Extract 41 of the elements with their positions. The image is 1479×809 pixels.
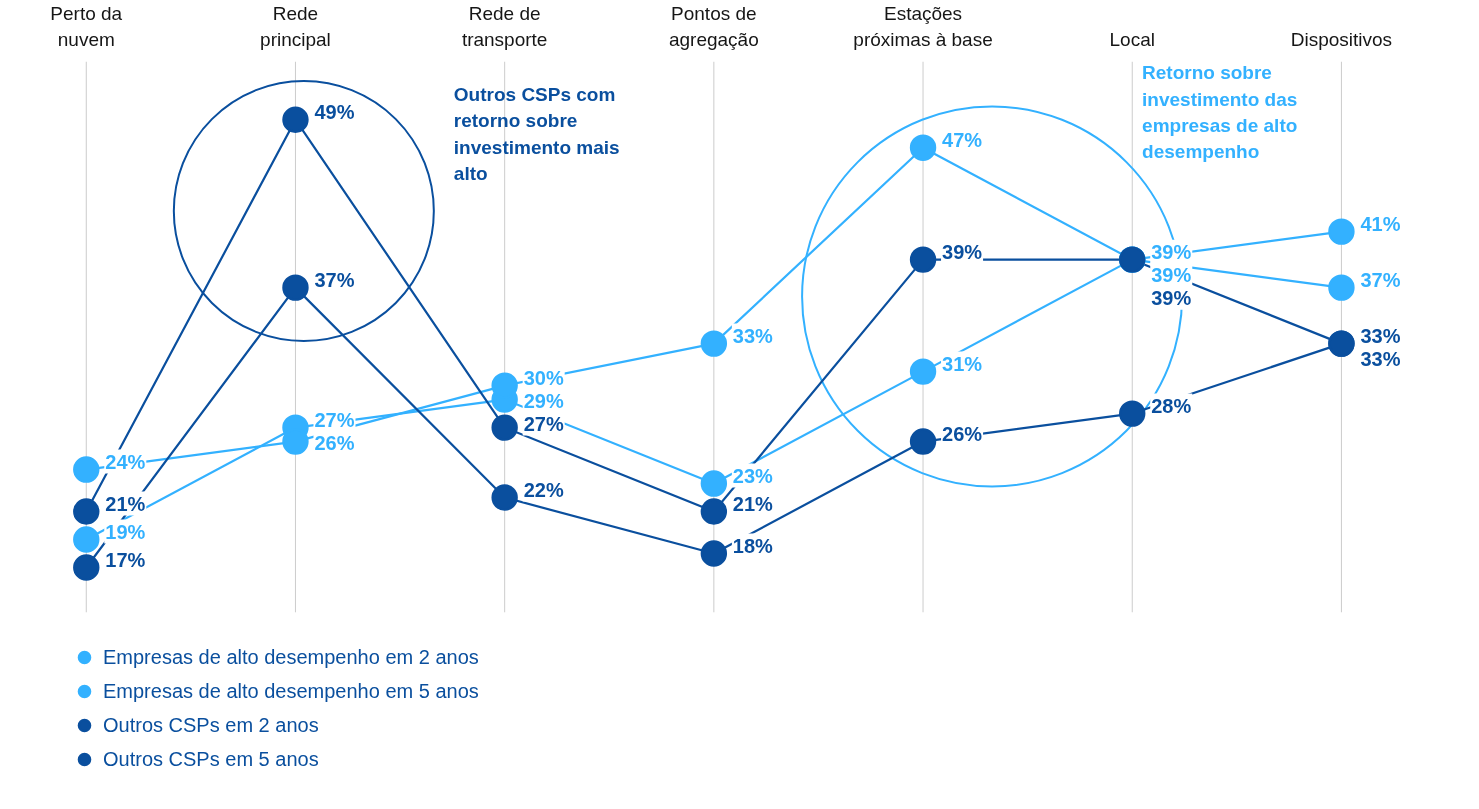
data-label: 24% bbox=[105, 450, 146, 473]
data-label: 21% bbox=[105, 492, 146, 515]
x-tick-label: Rede principal bbox=[260, 3, 331, 50]
data-label: 23% bbox=[732, 464, 774, 487]
legend-label: Outros CSPs em 5 anos bbox=[103, 747, 319, 771]
data-label: 37% bbox=[1360, 268, 1401, 291]
data-label: 33% bbox=[1360, 347, 1401, 370]
annotation: Retorno sobre investimento das empresas de alto desempenho bbox=[1142, 62, 1298, 163]
legend-label: Outros CSPs em 2 anos bbox=[103, 713, 319, 737]
data-label: 27% bbox=[314, 408, 355, 431]
x-tick-label: Rede de transporte bbox=[461, 3, 548, 50]
data-label: 33% bbox=[1360, 324, 1401, 347]
x-tick-label: Local bbox=[1109, 28, 1155, 50]
x-tick-label: Estações próximas à base bbox=[853, 3, 993, 50]
legend-label: Empresas de alto desempenho em 5 anos bbox=[103, 679, 479, 703]
data-label: 22% bbox=[523, 478, 564, 501]
data-label: 39% bbox=[1151, 263, 1192, 286]
legend-label: Empresas de alto desempenho em 2 anos bbox=[103, 645, 479, 669]
data-label: 19% bbox=[105, 520, 146, 543]
x-tick-label: Perto da nuvem bbox=[50, 3, 123, 50]
annotation: Outros CSPs com retorno sobre investimento mais alto bbox=[453, 84, 620, 184]
data-label: 37% bbox=[314, 268, 355, 291]
data-label: 49% bbox=[314, 100, 355, 123]
data-label: 31% bbox=[942, 352, 983, 375]
data-label: 39% bbox=[1151, 286, 1192, 309]
data-label: 39% bbox=[942, 240, 983, 263]
data-label: 47% bbox=[942, 128, 983, 151]
data-label: 28% bbox=[1151, 394, 1192, 417]
data-label: 21% bbox=[732, 492, 774, 515]
data-label: 17% bbox=[105, 548, 146, 571]
x-tick-label: Pontos de agregação bbox=[668, 3, 759, 50]
data-label: 26% bbox=[314, 431, 355, 454]
data-label: 30% bbox=[523, 366, 564, 389]
x-tick-label: Dispositivos bbox=[1290, 28, 1393, 50]
data-label: 26% bbox=[942, 422, 983, 445]
data-label: 29% bbox=[523, 389, 564, 412]
data-label: 18% bbox=[732, 534, 774, 557]
data-label: 33% bbox=[732, 324, 774, 347]
data-label: 41% bbox=[1360, 212, 1401, 235]
data-label: 27% bbox=[523, 412, 564, 435]
data-label: 39% bbox=[1151, 240, 1192, 263]
